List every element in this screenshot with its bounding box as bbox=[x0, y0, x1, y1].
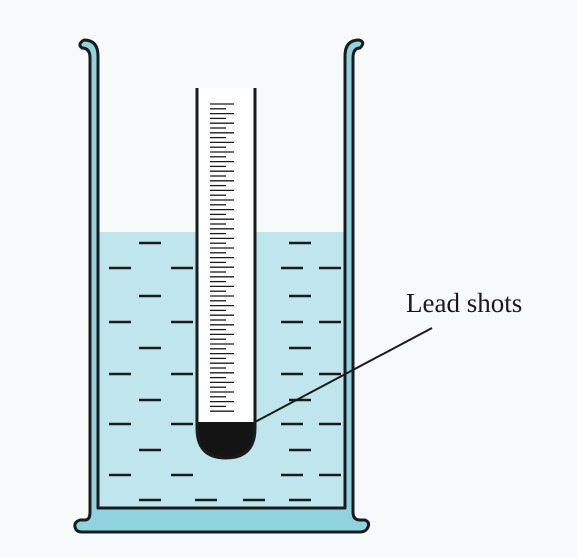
tube-scale bbox=[210, 103, 234, 412]
beaker bbox=[73, 38, 371, 534]
test-tube-outline bbox=[195, 88, 257, 460]
water-dash-marks bbox=[109, 241, 341, 502]
pointer-line bbox=[254, 327, 433, 423]
lead-shots-label: Lead shots bbox=[406, 288, 522, 318]
lead-shots bbox=[197, 422, 255, 458]
